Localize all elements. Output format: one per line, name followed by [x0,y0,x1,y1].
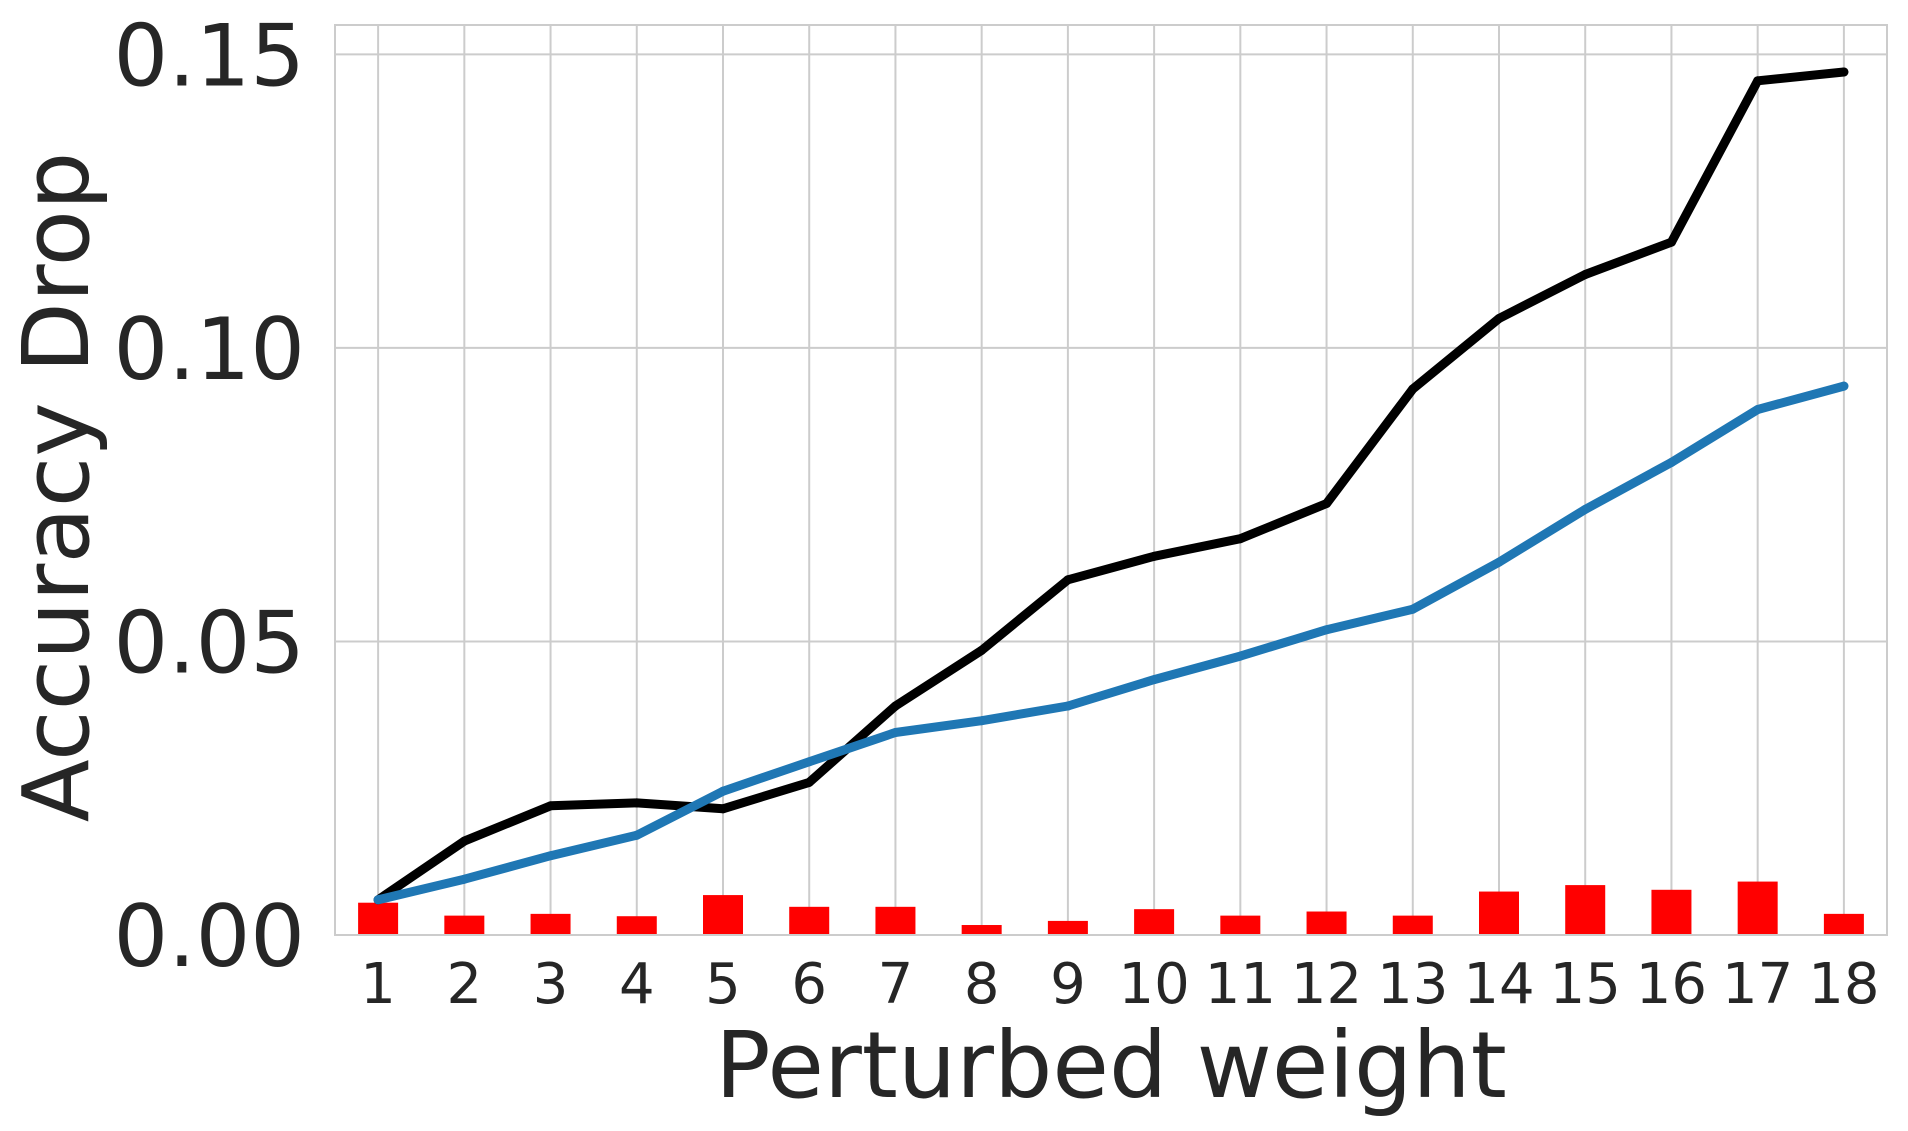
bar [961,925,1002,935]
line-point [977,716,987,726]
line-point [718,786,728,796]
y-axis-label: Accuracy Drop [3,152,110,823]
bar [444,915,485,935]
plot-frame [334,24,1888,936]
line-point [1149,675,1159,685]
line-point [804,757,814,767]
plot-background [335,25,1887,935]
line-point [373,895,383,905]
line-point [1580,504,1590,514]
line-point [546,851,556,861]
line-point [1235,534,1245,544]
bar [1047,920,1088,935]
bar-series [358,881,1864,935]
x-tick-label: 17 [1722,952,1793,1017]
x-tick-label: 10 [1118,952,1189,1017]
line-point [1149,551,1159,561]
bar [1565,885,1606,935]
line-point [632,830,642,840]
line-point [1839,381,1849,391]
line-point [890,727,900,737]
bar [1737,881,1778,935]
bar [1220,915,1261,935]
x-tick-label: 18 [1808,952,1879,1017]
y-tick-label: 0.10 [114,300,305,400]
line-point [1235,651,1245,661]
line-point [1753,76,1763,86]
y-tick-labels: 0.00 0.05 0.10 0.15 [114,6,305,987]
x-tick-labels: 1 2 3 4 5 6 7 8 9 10 11 12 13 14 15 16 17 18 [360,952,1879,1017]
line-point [1322,625,1332,635]
line-point [1666,457,1676,467]
line-point [1063,701,1073,711]
bar [789,906,830,935]
line-point [718,804,728,814]
line-point [1666,237,1676,247]
line-point [459,836,469,846]
x-tick-label: 12 [1291,952,1362,1017]
bar [1134,909,1175,935]
bar [875,906,916,935]
line-point [1839,67,1849,77]
series-line-1 [373,381,1849,905]
y-tick-label: 0.15 [114,6,305,106]
line-point [1494,557,1504,567]
x-tick-label: 1 [360,952,396,1017]
x-axis-label: Perturbed weight [715,1012,1507,1119]
line-point [977,645,987,655]
x-tick-label: 14 [1463,952,1534,1017]
line-point [804,777,814,787]
x-tick-label: 13 [1377,952,1448,1017]
line-point [890,701,900,711]
line-point [1494,314,1504,324]
line-point [1753,405,1763,415]
bar [1479,891,1519,935]
bar [703,895,743,935]
x-tick-label: 5 [705,952,741,1017]
y-tick-label: 0.00 [114,887,305,987]
line-series [373,67,1849,905]
x-tick-label: 8 [964,952,1000,1017]
line-point [1063,575,1073,585]
x-tick-label: 11 [1205,952,1276,1017]
x-tick-label: 9 [1050,952,1086,1017]
bar [1823,913,1864,935]
bar [358,902,399,935]
bar [616,916,657,935]
bar [1306,911,1347,935]
x-tick-label: 4 [619,952,655,1017]
y-tick-label: 0.05 [114,593,305,693]
line-point [1322,498,1332,508]
x-tick-label: 7 [878,952,914,1017]
x-tick-label: 15 [1550,952,1621,1017]
line-point [1408,604,1418,614]
line-point [1580,270,1590,280]
series-line-0 [373,67,1849,905]
x-tick-label: 3 [533,952,569,1017]
x-tick-label: 2 [447,952,483,1017]
bar [1651,889,1692,935]
line-point [1408,384,1418,394]
bar [1392,915,1433,935]
x-tick-label: 16 [1636,952,1707,1017]
x-tick-label: 6 [791,952,827,1017]
line-point [459,874,469,884]
bar [530,913,571,935]
line-point [546,801,556,811]
line-point [632,798,642,808]
